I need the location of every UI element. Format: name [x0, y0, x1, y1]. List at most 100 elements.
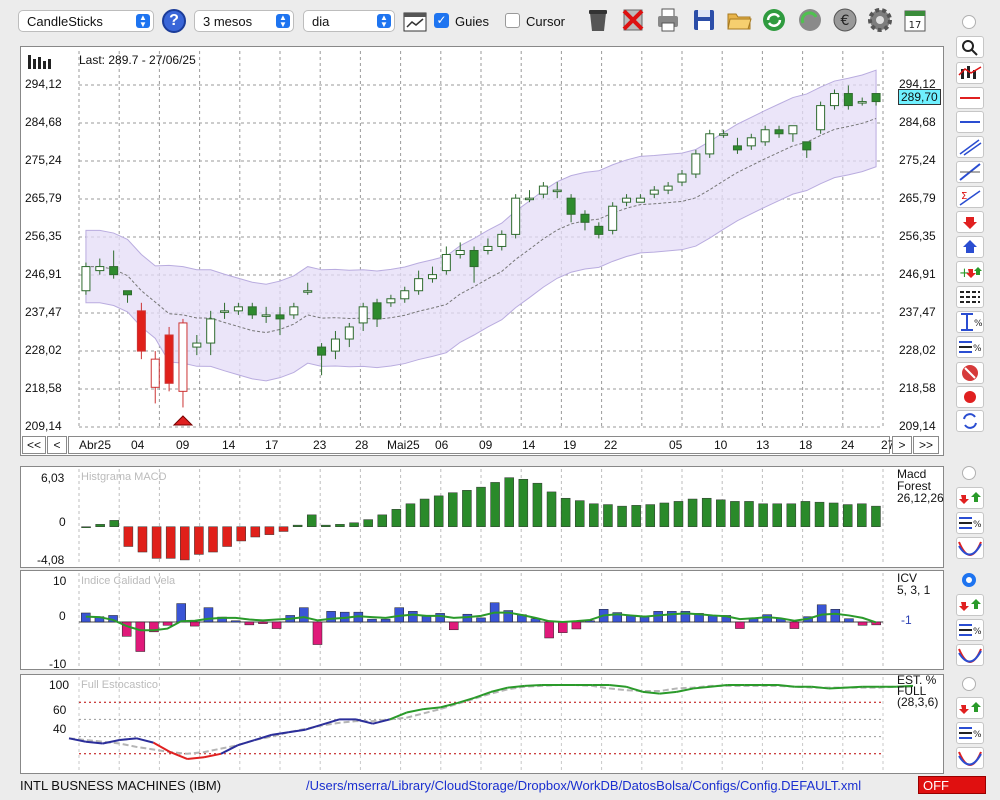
config-path[interactable]: /Users/mserra/Library/CloudStorage/Dropb… [306, 778, 862, 793]
signal-marker [172, 415, 194, 426]
moving-average-line [85, 118, 877, 334]
candle-body [829, 93, 839, 107]
icv-panel[interactable]: Indice Calidad Vela 10 0 -10 ICV 5, 3, 1… [20, 570, 944, 671]
swap-button[interactable] [956, 410, 984, 432]
candle-body [233, 306, 243, 312]
icv-lines-percent-button[interactable]: % [956, 619, 984, 641]
nav-first-button[interactable]: << [22, 436, 46, 454]
icv-legend-line2: 5, 3, 1 [897, 583, 931, 597]
icv-bar [176, 603, 186, 623]
icv-bar [230, 620, 241, 623]
stoch-lines-percent-button[interactable]: % [956, 722, 984, 744]
icv-panel-radio[interactable] [962, 573, 976, 587]
no-entry-button[interactable] [956, 362, 984, 384]
date-label: 09 [479, 438, 493, 452]
currency-icon[interactable]: € [831, 6, 859, 34]
icv-bar [667, 611, 677, 623]
icv-bar [558, 621, 568, 633]
bars-icon [27, 53, 57, 69]
macd-lines-percent-button[interactable]: % [956, 512, 984, 534]
icv-bar [857, 621, 868, 626]
lines-list-button[interactable] [956, 286, 984, 308]
stoch-curves-button[interactable] [956, 747, 984, 769]
delete-icon[interactable] [619, 6, 647, 34]
candle-body [677, 173, 687, 183]
macd-panel-radio[interactable] [962, 466, 976, 480]
save-icon[interactable] [690, 6, 718, 34]
status-off-badge[interactable]: OFF [918, 776, 986, 794]
macd-tick-zero: 0 [59, 515, 66, 529]
macd-arrows-button[interactable] [956, 487, 984, 509]
nav-next-button[interactable]: > [892, 436, 912, 454]
candle-body [871, 93, 881, 103]
stochastic-panel-radio[interactable] [962, 677, 976, 691]
macd-curves-button[interactable] [956, 537, 984, 559]
stoch-k-segment [440, 702, 458, 709]
gear-icon[interactable] [866, 6, 894, 34]
candle-body [483, 245, 493, 251]
stoch-k-segment [68, 737, 87, 743]
candle-body [552, 189, 562, 193]
price-tick-label: 209,14 [899, 419, 936, 433]
blue-arrow-up-button[interactable] [956, 236, 984, 258]
macd-bar [306, 514, 317, 527]
sync-icon[interactable] [796, 6, 824, 34]
icv-curves-button[interactable] [956, 644, 984, 666]
calendar-icon[interactable]: 17 [901, 6, 929, 34]
nav-last-button[interactable]: >> [913, 436, 939, 454]
icv-arrows-button[interactable] [956, 594, 984, 616]
fibonacci-button[interactable]: Σ [956, 186, 984, 208]
add-arrows-button[interactable]: + [956, 261, 984, 283]
candle-body [566, 197, 576, 215]
horizontal-percent-button[interactable]: % [956, 336, 984, 358]
cursor-checkbox[interactable] [505, 13, 520, 28]
zoom-button[interactable] [956, 36, 984, 58]
macd-bar [321, 524, 331, 527]
chart-window-icon[interactable] [401, 8, 429, 36]
interval-value: dia [312, 14, 330, 29]
stochastic-panel[interactable]: Full Estocastico 100 60 40 EST. % FULL (… [20, 674, 944, 774]
stoch-arrows-button[interactable] [956, 697, 984, 719]
candle-body [455, 249, 465, 256]
chart-type-select[interactable]: CandleSticks ▲ ▼ [18, 10, 154, 32]
macd-bar [560, 497, 571, 527]
trash-icon[interactable] [584, 6, 612, 34]
printer-icon[interactable] [654, 6, 682, 34]
trendline-button[interactable] [956, 161, 984, 183]
macd-bar [95, 524, 105, 527]
stoch-k-segment [811, 685, 829, 690]
macd-bar [645, 504, 656, 527]
icv-tick-zero: 0 [59, 609, 66, 623]
guides-checkbox[interactable]: ✓ [434, 13, 449, 28]
candle-body [400, 290, 410, 300]
macd-bar [123, 526, 134, 547]
period-select[interactable]: 3 mesos ▲ ▼ [194, 10, 294, 32]
macd-bar [744, 501, 754, 527]
stoch-k-segment [456, 696, 475, 705]
help-button[interactable]: ? [162, 9, 186, 33]
stoch-legend: EST. % FULL (28,3,6) [897, 674, 938, 708]
macd-bar [828, 502, 839, 527]
record-button[interactable] [956, 386, 984, 408]
stoch-k-segment [220, 744, 239, 755]
nav-prev-button[interactable]: < [47, 436, 67, 454]
date-label: 13 [756, 438, 770, 452]
channel-button[interactable] [956, 136, 984, 158]
macd-bar [716, 499, 726, 527]
macd-bar [391, 509, 402, 527]
candles-overlay-button[interactable] [956, 62, 984, 84]
candle-body [525, 197, 535, 201]
horizontal-red-line-button[interactable] [956, 87, 984, 109]
horizontal-blue-line-button[interactable] [956, 111, 984, 133]
price-chart-panel[interactable]: Last: 289.7 - 27/06/25 294,12 284,68 275,2… [20, 46, 944, 456]
macd-panel[interactable]: Histgrama MACD 6,03 0 -4,08 Macd Forest … [20, 466, 944, 568]
interval-select[interactable]: dia ▲ ▼ [303, 10, 395, 32]
icv-bar [871, 621, 881, 626]
red-arrow-down-button[interactable] [956, 211, 984, 233]
vertical-percent-button[interactable]: % [956, 311, 984, 333]
open-folder-icon[interactable] [725, 6, 753, 34]
price-panel-radio[interactable] [962, 15, 976, 29]
refresh-icon[interactable] [760, 6, 788, 34]
stoch-k-segment [102, 739, 120, 745]
candle-body [427, 274, 437, 280]
